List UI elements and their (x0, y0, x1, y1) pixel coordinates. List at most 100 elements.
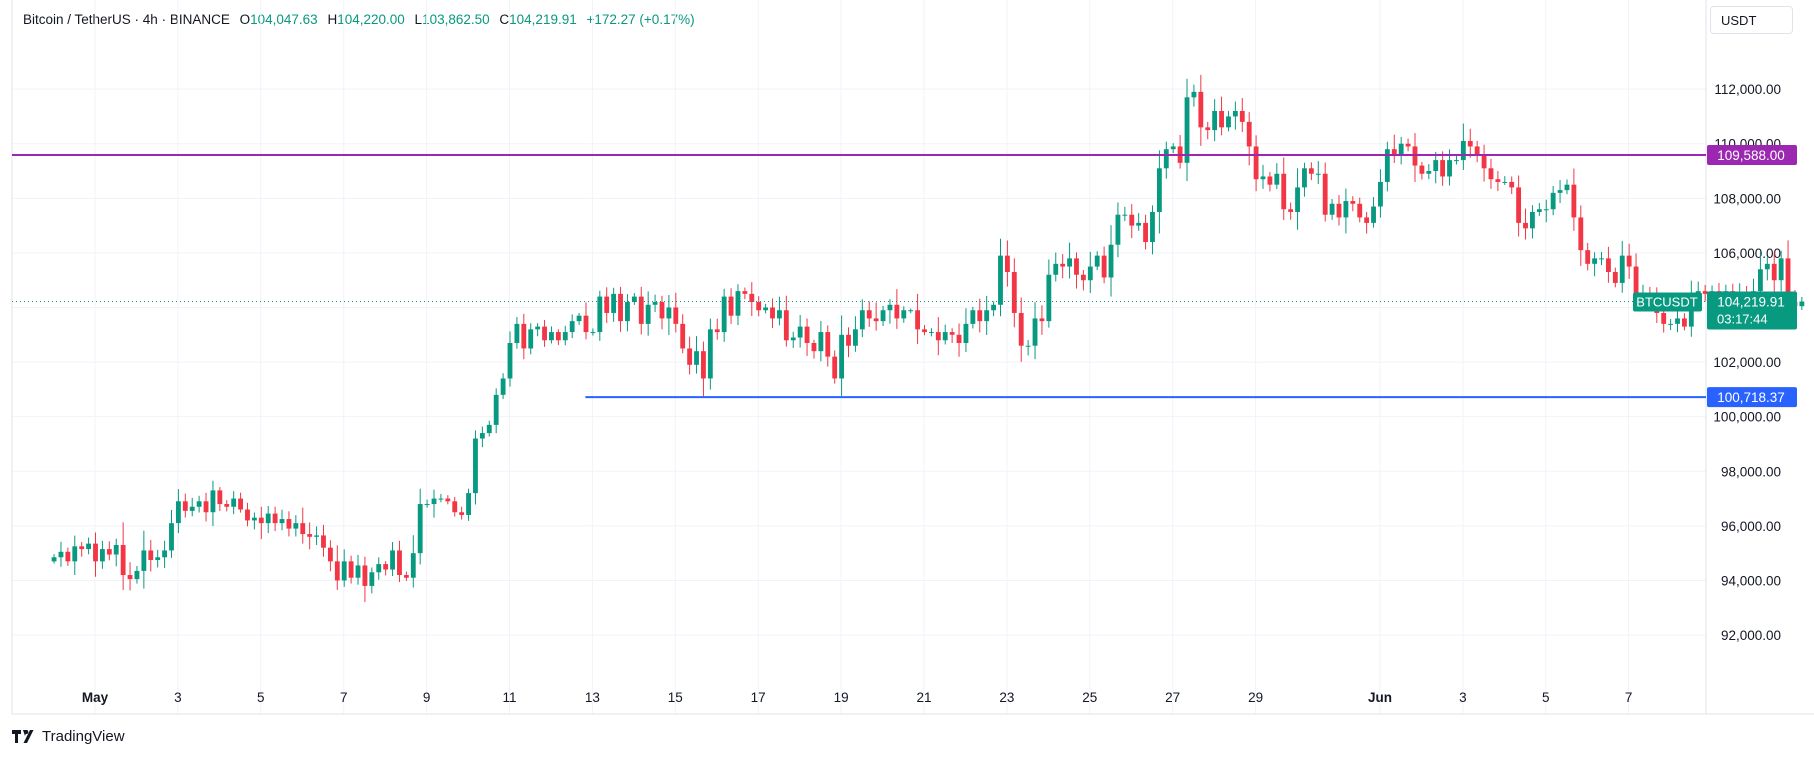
candle-body (1599, 258, 1604, 260)
candle-body (1440, 160, 1446, 177)
candle-body (707, 329, 713, 379)
candle-body (770, 307, 775, 319)
candle-body (1267, 176, 1273, 185)
candle-body (818, 332, 824, 352)
candle-body (507, 342, 513, 379)
candle-body (984, 310, 990, 322)
candle-body (673, 307, 679, 324)
candle-body (1571, 184, 1577, 218)
candle-body (279, 519, 285, 524)
candle-body (528, 329, 534, 349)
candle-body (1543, 209, 1549, 211)
candle-body (1080, 274, 1086, 281)
change-value: +172.27 (+0.17%) (586, 12, 695, 27)
candle-body (915, 310, 921, 330)
candle-body (1067, 258, 1072, 267)
candle-body (970, 310, 976, 324)
high-value: 104,220.00 (337, 12, 405, 27)
candle-body (438, 498, 444, 500)
price-chart[interactable]: 112,000.00110,000.00108,000.00106,000.00… (0, 0, 1814, 725)
x-tick-label: 3 (1459, 690, 1467, 705)
x-tick-label: 3 (174, 690, 182, 705)
candle-body (1122, 214, 1128, 216)
x-tick-label: 5 (1542, 690, 1550, 705)
candle-body (1378, 181, 1383, 207)
candle-body (1516, 187, 1522, 223)
candle-body (1612, 272, 1618, 283)
y-tick-label: 100,000.00 (1713, 410, 1781, 425)
x-tick-label: 13 (585, 690, 600, 705)
candle-body (1619, 255, 1625, 283)
candle-body (286, 519, 292, 529)
candle-body (756, 302, 762, 311)
currency-unit-button[interactable]: USDT (1710, 6, 1793, 34)
candle-body (832, 356, 838, 379)
candle-body (1530, 211, 1535, 229)
candle-body (1060, 263, 1066, 267)
candle-body (452, 501, 458, 513)
candle-body (1011, 272, 1017, 313)
candle-body (300, 523, 306, 535)
x-tick-label: 25 (1082, 690, 1097, 705)
candle-body (169, 523, 174, 551)
candle-body (1757, 269, 1763, 292)
candle-body (182, 501, 188, 511)
candle-body (977, 310, 983, 322)
y-tick-label: 96,000.00 (1721, 519, 1781, 534)
candle-body (1681, 318, 1687, 327)
price-line-label-box (1707, 144, 1797, 165)
candle-body (369, 572, 375, 586)
candle-body (576, 315, 582, 322)
candle-body (238, 498, 243, 510)
tradingview-logo-icon (12, 730, 34, 743)
candle-body (1094, 255, 1100, 267)
candle-body (1481, 154, 1487, 169)
candle-body (1205, 127, 1211, 131)
candle-body (1357, 203, 1363, 218)
price-line-label-box (1707, 387, 1797, 408)
x-tick-label: 9 (423, 690, 431, 705)
candle-body (1454, 160, 1459, 162)
candle-body (611, 293, 617, 313)
candle-body (106, 549, 112, 555)
x-tick-label: 7 (1625, 690, 1633, 705)
open-value: 104,047.63 (250, 12, 318, 27)
candle-body (880, 310, 886, 322)
candle-body (618, 293, 623, 322)
candle-body (866, 310, 872, 319)
candle-body (1004, 255, 1010, 273)
candle-body (1315, 173, 1321, 175)
x-tick-label: May (82, 690, 109, 705)
x-tick-label: 19 (834, 690, 849, 705)
candle-body (265, 513, 271, 524)
candle-body (1626, 255, 1632, 267)
y-tick-label: 102,000.00 (1713, 355, 1781, 370)
y-tick-label: 92,000.00 (1721, 628, 1781, 643)
candle-body (763, 307, 769, 311)
tradingview-logo[interactable]: TradingView (12, 728, 125, 745)
candle-body (638, 296, 644, 324)
x-tick-label: 21 (916, 690, 931, 705)
candle-body (1101, 255, 1107, 278)
candle-body (562, 332, 568, 341)
candle-body (1156, 168, 1162, 212)
candle-body (928, 332, 934, 334)
candle-body (873, 318, 879, 322)
candle-body (949, 332, 955, 335)
candle-body (956, 334, 962, 343)
y-tick-label: 98,000.00 (1721, 464, 1781, 479)
x-tick-label: 11 (502, 690, 516, 705)
candle-body (631, 296, 637, 303)
candle-body (742, 291, 748, 294)
candle-body (1488, 168, 1494, 180)
candle-body (1136, 222, 1142, 226)
candle-body (272, 513, 278, 524)
candle-body (314, 535, 319, 537)
candle-body (1557, 190, 1563, 193)
candle-body (1564, 184, 1570, 191)
candle-body (1778, 258, 1784, 281)
candle-body (141, 550, 147, 571)
candle-body (424, 504, 430, 506)
candle-body (604, 296, 610, 313)
x-tick-label: 17 (751, 690, 766, 705)
